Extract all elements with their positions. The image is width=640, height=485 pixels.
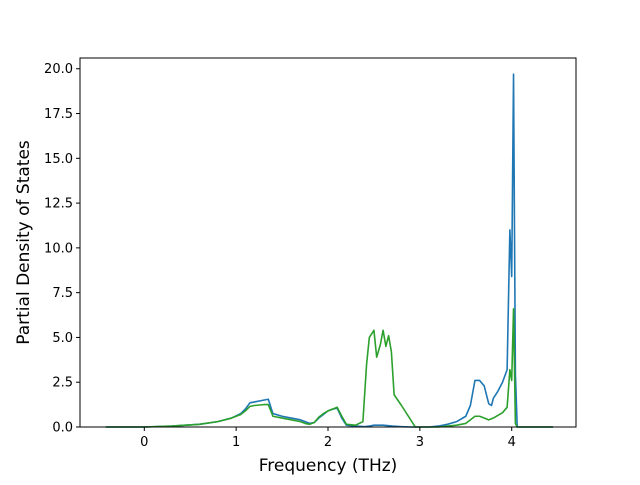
y-tick-label: 0.0 [52, 421, 73, 436]
x-tick-label: 2 [324, 435, 332, 450]
y-tick-label: 7.5 [52, 286, 73, 301]
x-tick-label: 4 [508, 435, 516, 450]
x-tick-label: 3 [416, 435, 424, 450]
x-axis: 0 1 2 3 4 [140, 427, 516, 450]
series-line-2 [105, 307, 554, 428]
y-axis-label: Partial Density of States [14, 140, 34, 345]
x-tick-label: 1 [232, 435, 240, 450]
y-tick-label: 5.0 [52, 331, 73, 346]
y-tick-label: 17.5 [44, 107, 73, 122]
y-tick-label: 10.0 [44, 241, 73, 256]
series-layer [105, 73, 554, 428]
x-axis-label: Frequency (THz) [259, 456, 398, 476]
y-tick-label: 12.5 [44, 197, 73, 212]
plot-frame [79, 57, 577, 428]
series-line-1 [105, 73, 554, 428]
y-tick-label: 20.0 [44, 62, 73, 77]
y-tick-label: 2.5 [52, 376, 73, 391]
y-axis: 0.0 2.5 5.0 7.5 10.0 12.5 15.0 17.5 20.0 [44, 62, 80, 436]
y-tick-label: 15.0 [44, 152, 73, 167]
x-tick-label: 0 [140, 435, 148, 450]
